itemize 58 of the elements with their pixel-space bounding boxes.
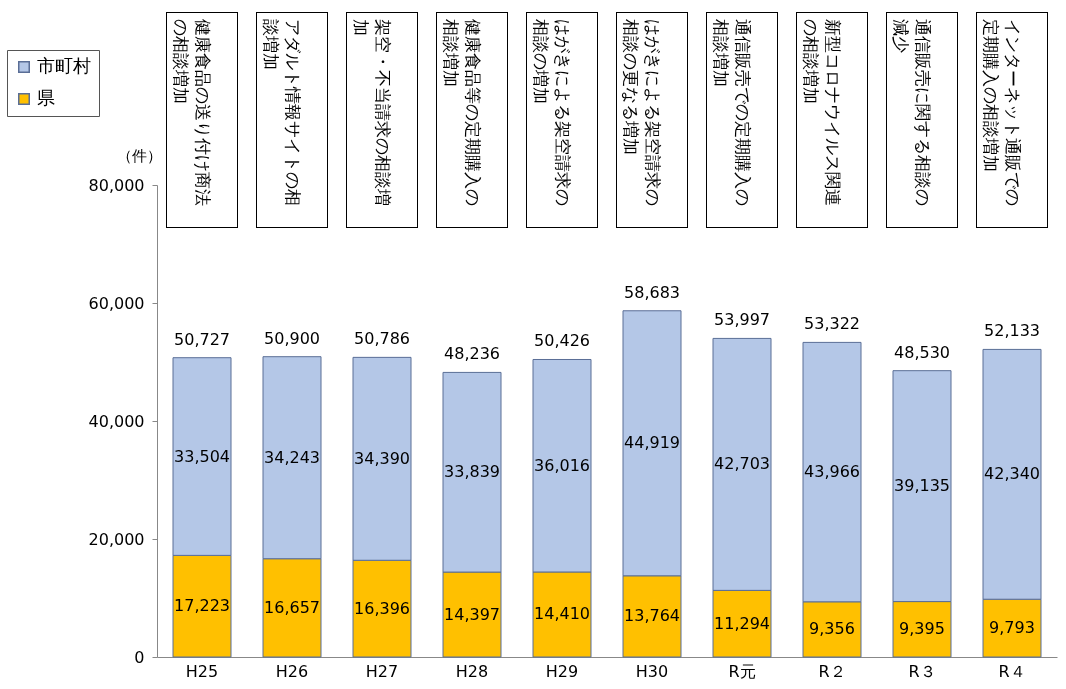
y-tick-label: 0	[134, 647, 145, 667]
data-label: 34,243	[264, 447, 320, 467]
data-label: 13,764	[624, 606, 680, 626]
data-label: 33,504	[174, 446, 230, 466]
annotation: 通信販売での定期購入の相談増加	[711, 19, 753, 206]
total-label: 52,133	[984, 321, 1040, 341]
data-label: 17,223	[174, 596, 230, 616]
y-tick-label: 80,000	[88, 175, 145, 195]
data-label: 9,395	[899, 619, 945, 639]
data-label: 39,135	[894, 476, 950, 496]
data-label: 16,657	[264, 597, 320, 617]
data-label: 14,397	[444, 604, 500, 624]
total-label: 50,727	[174, 329, 230, 349]
y-tick-label: 40,000	[88, 411, 145, 431]
y-tick-label: 20,000	[88, 529, 145, 549]
y-axis-title: （件）	[117, 146, 162, 165]
total-label: 50,900	[264, 328, 320, 348]
data-label: 44,919	[624, 433, 680, 453]
x-tick-label: H30	[635, 661, 669, 681]
total-label: 58,683	[624, 282, 680, 302]
total-label: 48,236	[444, 344, 500, 364]
total-label: 50,426	[534, 331, 590, 351]
data-label: 11,294	[714, 613, 770, 633]
data-label: 34,390	[354, 448, 410, 468]
data-label: 42,703	[714, 454, 770, 474]
legend-label: 県	[37, 87, 55, 108]
x-tick-label: R４	[998, 661, 1026, 681]
data-label: 36,016	[534, 455, 590, 475]
x-tick-label: R２	[818, 661, 846, 681]
data-label: 42,340	[984, 464, 1040, 484]
annotation: 通信販売に関する相談の減少	[891, 19, 933, 206]
data-label: 43,966	[804, 462, 860, 482]
total-label: 53,997	[714, 310, 770, 330]
data-label: 16,396	[354, 598, 410, 618]
data-label: 9,793	[989, 618, 1035, 638]
data-label: 14,410	[534, 604, 590, 624]
annotation: はがきによる架空請求の相談の更なる増加	[621, 19, 663, 206]
total-label: 53,322	[804, 314, 860, 334]
annotation: インターネット通販での定期購入の相談増加	[981, 19, 1023, 206]
legend-label: 市町村	[37, 55, 91, 76]
annotation: 新型コロナウイルス関連の相談増加	[801, 19, 843, 206]
x-tick-label: H29	[545, 661, 579, 681]
x-tick-label: H28	[455, 661, 489, 681]
total-label: 48,530	[894, 342, 950, 362]
x-tick-label: H27	[365, 661, 399, 681]
annotation: 架空・不当請求の相談増加	[351, 19, 393, 206]
x-tick-label: R３	[908, 661, 936, 681]
x-tick-label: H26	[275, 661, 309, 681]
x-tick-label: R元	[728, 661, 756, 681]
annotation: アダルト情報サイトの相談増加	[261, 19, 303, 206]
annotation: 健康食品の送り付け商法の相談増加	[171, 19, 213, 206]
data-label: 33,839	[444, 462, 500, 482]
x-tick-label: H25	[185, 661, 219, 681]
data-label: 9,356	[809, 619, 855, 639]
annotation: 健康食品等の定期購入の相談増加	[441, 19, 483, 206]
annotation: はがきによる架空請求の相談の増加	[531, 19, 573, 206]
total-label: 50,786	[354, 329, 410, 349]
y-tick-label: 60,000	[88, 293, 145, 313]
